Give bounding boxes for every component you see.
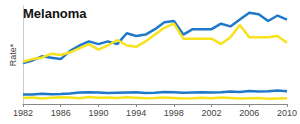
svg-text:1994: 1994 xyxy=(126,108,146,118)
svg-text:Melanoma: Melanoma xyxy=(23,6,87,21)
svg-text:1998: 1998 xyxy=(164,108,184,118)
svg-text:Rate*: Rate* xyxy=(8,43,18,66)
svg-text:1982: 1982 xyxy=(13,108,33,118)
svg-text:2010: 2010 xyxy=(277,108,297,118)
svg-text:1990: 1990 xyxy=(88,108,108,118)
svg-text:2006: 2006 xyxy=(239,108,259,118)
svg-text:1986: 1986 xyxy=(51,108,71,118)
svg-text:2002: 2002 xyxy=(202,108,222,118)
